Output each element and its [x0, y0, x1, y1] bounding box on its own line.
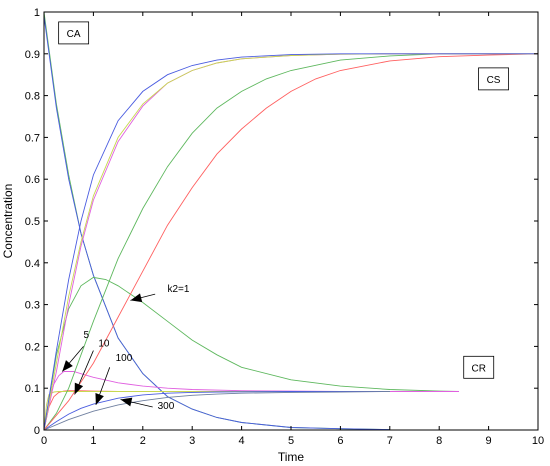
y-tick-label: 0.6 — [25, 174, 40, 186]
label-box-text-cr: CR — [471, 363, 485, 374]
series-line-cr-k2-1 — [43, 276, 460, 431]
annotation-arrow-head — [74, 382, 84, 395]
x-tick-label: 9 — [486, 435, 492, 447]
x-tick-label: 10 — [532, 435, 544, 447]
label-box-text-cs: CS — [487, 75, 501, 86]
annotation-label: 300 — [158, 401, 175, 412]
legend-layer: CA CS CR — [58, 21, 509, 379]
series-line-cs-k2-300 — [43, 53, 538, 431]
series-line-cs-k2-10 — [43, 53, 539, 431]
y-tick-label: 1 — [34, 7, 40, 19]
y-axis-title: Concentration — [1, 184, 15, 259]
annotation-label: 5 — [84, 330, 90, 341]
plot-area — [44, 12, 538, 430]
y-tick-label: 0.2 — [25, 341, 40, 353]
y-tick-label: 0.4 — [25, 258, 40, 270]
y-tick-label: 0 — [34, 425, 40, 437]
annotation-arrow-head — [120, 397, 133, 407]
y-tick-label: 0.1 — [25, 383, 40, 395]
x-tick-label: 1 — [90, 435, 96, 447]
x-tick-label: 6 — [337, 435, 343, 447]
y-tick-label: 0.9 — [25, 49, 40, 61]
series-line-cr-k2-300 — [43, 391, 390, 431]
annotation-label: k2=1 — [168, 284, 190, 295]
label-box-ca — [58, 21, 90, 45]
annotation-label: 10 — [98, 338, 110, 349]
series-line-ca-k2-300 — [43, 16, 390, 431]
annotation-label: 100 — [116, 353, 133, 364]
y-axis-ticks: 0 0.1 0.2 0.3 0.4 0.5 0.6 0.7 0.8 0.9 1 — [25, 7, 538, 437]
x-tick-label: 4 — [239, 435, 245, 447]
x-axis-title: Time — [278, 450, 305, 464]
label-box-cr — [463, 355, 495, 379]
x-axis-ticks: 0 1 2 3 4 5 6 7 8 9 10 — [41, 12, 544, 447]
series-line-cs-k2-1 — [43, 53, 538, 431]
label-box-text-ca: CA — [67, 29, 81, 40]
series-layer — [43, 11, 539, 431]
annotation-arrow-head — [130, 293, 143, 303]
x-tick-label: 7 — [387, 435, 393, 447]
y-tick-label: 0.7 — [25, 132, 40, 144]
y-tick-label: 0.3 — [25, 300, 40, 312]
x-tick-label: 3 — [189, 435, 195, 447]
annotation-arrow-head — [62, 360, 73, 372]
annotation-arrow-head — [95, 393, 104, 405]
y-tick-label: 0.8 — [25, 91, 40, 103]
x-tick-label: 0 — [41, 435, 47, 447]
y-tick-label: 0.5 — [25, 216, 40, 228]
label-box-cs — [478, 67, 509, 91]
series-line-cr-cr-extra — [43, 391, 390, 431]
x-tick-label: 2 — [140, 435, 146, 447]
x-tick-label: 5 — [288, 435, 294, 447]
x-tick-label: 8 — [436, 435, 442, 447]
annotation-layer: k2=1 5 10 100 300 — [61, 284, 190, 412]
